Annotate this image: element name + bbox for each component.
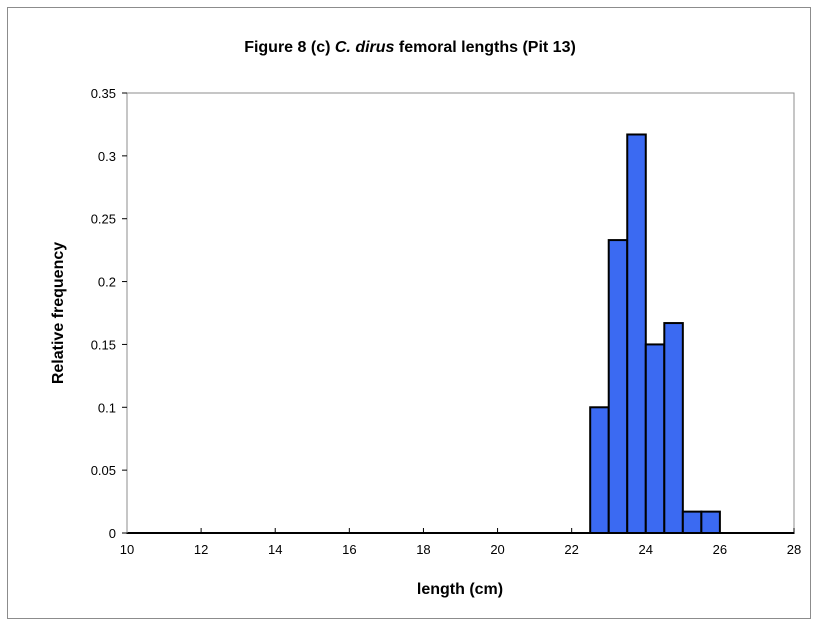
y-tick-label: 0.15 <box>91 337 116 352</box>
y-tick-label: 0.25 <box>91 212 116 227</box>
y-tick-label: 0.05 <box>91 463 116 478</box>
histogram-bar <box>681 510 703 534</box>
x-axis-title: length (cm) <box>417 581 503 598</box>
x-axis: 10 12 14 16 18 20 22 24 26 28 <box>120 528 801 557</box>
x-tick-label: 22 <box>564 542 578 557</box>
x-tick-label: 28 <box>787 542 801 557</box>
x-tick-label: 18 <box>416 542 430 557</box>
bars-group <box>589 133 721 534</box>
chart-title-suffix: femoral lengths (Pit 13) <box>394 39 575 56</box>
y-tick-label: 0 <box>109 526 116 541</box>
y-tick-label: 0.3 <box>98 149 116 164</box>
y-axis: 0 0.05 0.1 0.15 0.2 0.25 0.3 0.35 <box>91 86 128 541</box>
chart-title-prefix: Figure 8 (c) <box>244 39 335 56</box>
plot-area <box>126 92 795 534</box>
x-tick-label: 20 <box>490 542 504 557</box>
chart-title: Figure 8 (c) C. dirus femoral lengths (P… <box>244 39 576 56</box>
histogram-bar <box>663 322 684 534</box>
y-axis-title: Relative frequency <box>50 242 67 384</box>
histogram-bar <box>589 406 610 534</box>
x-tick-label: 24 <box>639 542 653 557</box>
x-tick-label: 14 <box>268 542 282 557</box>
histogram-bar <box>626 133 647 534</box>
histogram-bar <box>644 343 666 534</box>
x-tick-label: 10 <box>120 542 134 557</box>
y-tick-label: 0.2 <box>98 275 116 290</box>
y-tick-label: 0.1 <box>98 400 116 415</box>
histogram-bar <box>700 510 721 534</box>
histogram-bar <box>607 239 629 534</box>
chart-title-species: C. dirus <box>335 39 395 56</box>
x-tick-label: 26 <box>713 542 727 557</box>
x-tick-label: 12 <box>194 542 208 557</box>
x-tick-label: 16 <box>342 542 356 557</box>
y-tick-label: 0.35 <box>91 86 116 101</box>
